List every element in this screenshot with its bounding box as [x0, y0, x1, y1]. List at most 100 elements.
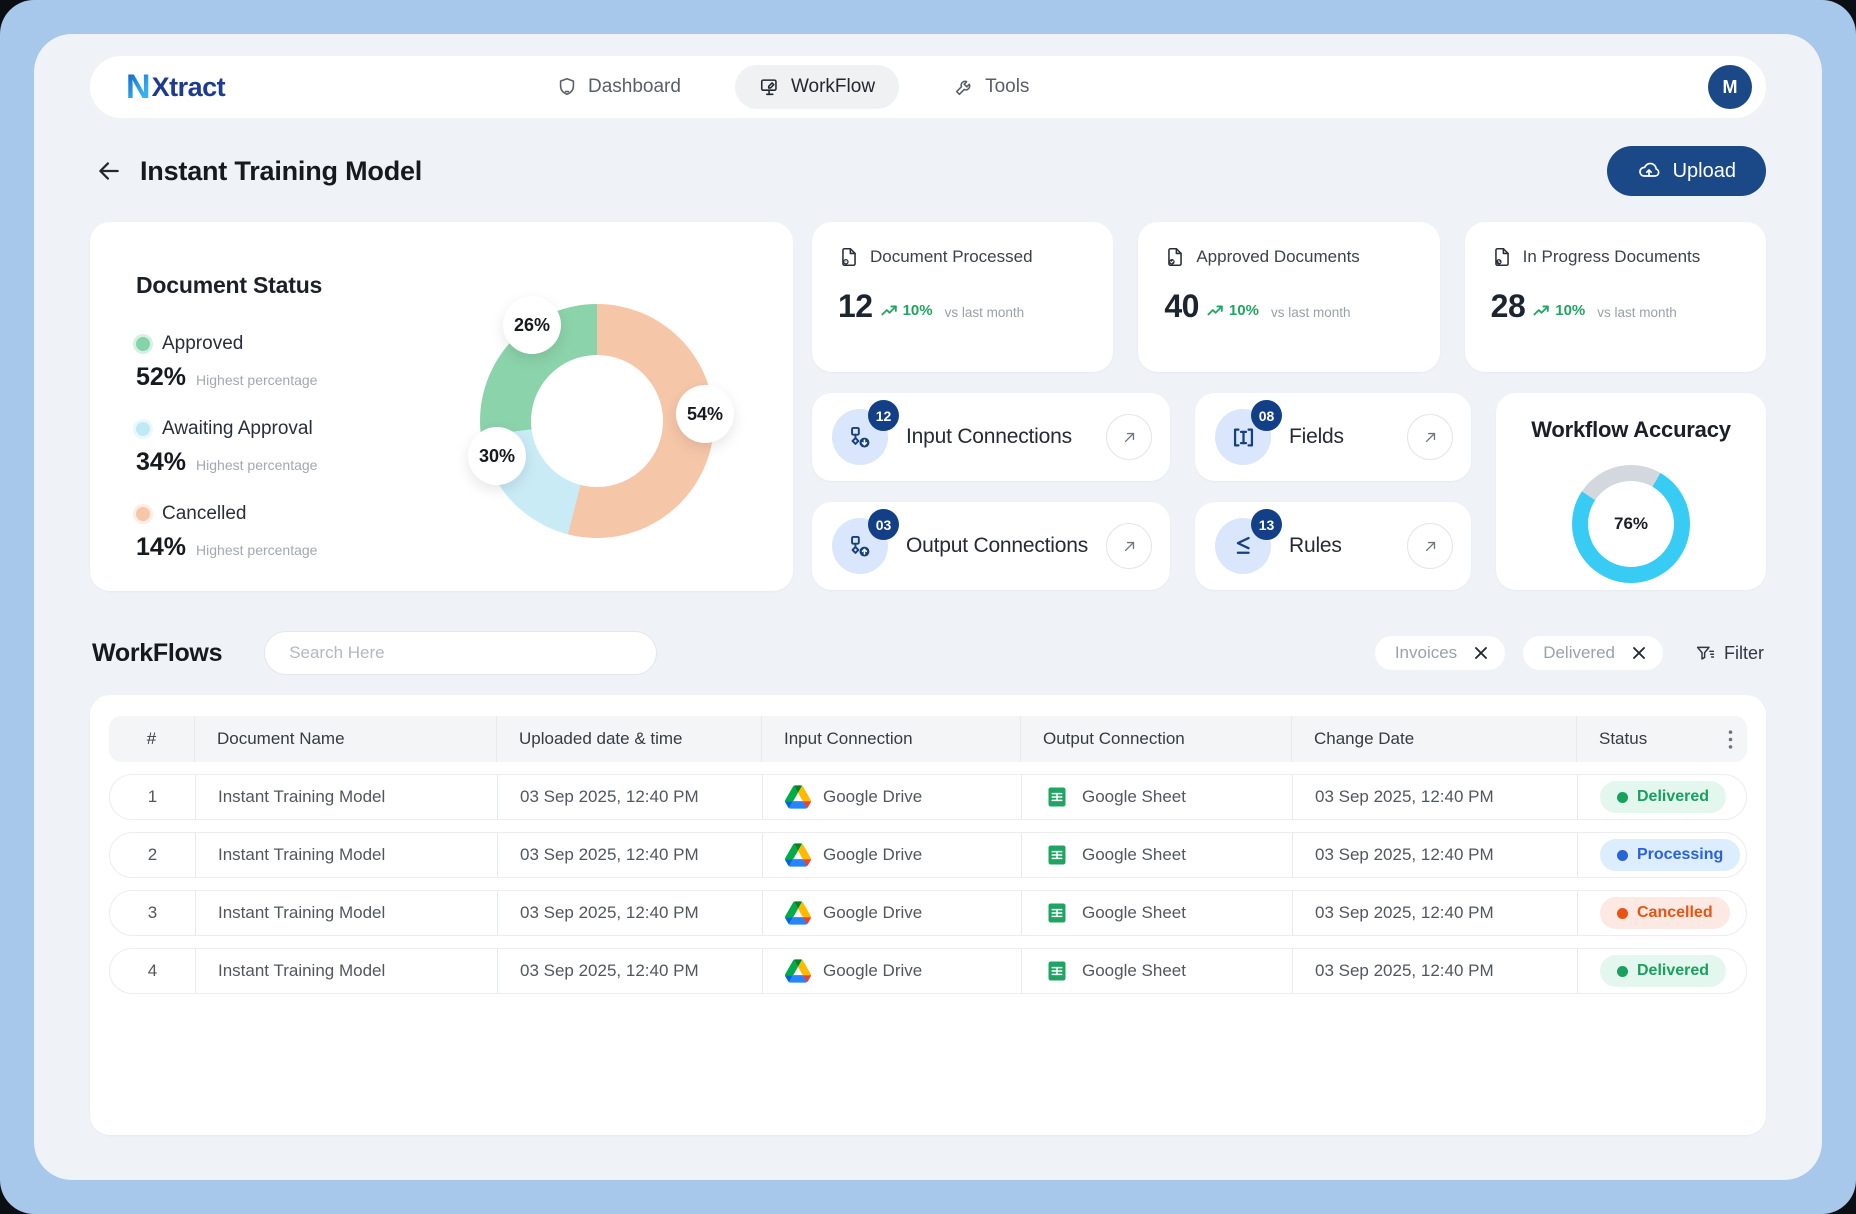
- google-sheets-icon: [1044, 901, 1070, 925]
- table-header-label: Change Date: [1314, 729, 1415, 748]
- upload-button-label: Upload: [1672, 159, 1736, 182]
- input-connection-cell: Google Drive: [762, 891, 1021, 935]
- nav-item-dashboard[interactable]: Dashboard: [546, 65, 691, 109]
- workflows-controls: WorkFlows Invoices Delivered Filter: [92, 631, 1764, 675]
- wrench-icon: [953, 76, 975, 98]
- workflow-accuracy-card: Workflow Accuracy 76%: [1496, 393, 1766, 590]
- filter-button[interactable]: Filter: [1695, 643, 1764, 664]
- stat-card-line: 12 10% vs last month: [838, 288, 1087, 325]
- uploaded-date-cell: 03 Sep 2025, 12:40 PM: [497, 949, 762, 993]
- nav-item-tools[interactable]: Tools: [943, 65, 1039, 109]
- output-connection-cell: Google Sheet: [1021, 775, 1292, 819]
- legend-value-row: 52% Highest percentage: [136, 363, 747, 392]
- stat-card: In Progress Documents 28 10% vs last month: [1464, 222, 1766, 372]
- stat-card-line: 40 10% vs last month: [1164, 288, 1413, 325]
- donut-label: 54%: [676, 385, 734, 443]
- filter-button-label: Filter: [1724, 642, 1764, 663]
- table-row[interactable]: 2 Instant Training Model 03 Sep 2025, 12:4…: [109, 832, 1747, 878]
- arrow-up-right-icon[interactable]: [1407, 414, 1453, 460]
- donut-label: 26%: [503, 296, 561, 354]
- upload-button[interactable]: Upload: [1606, 146, 1766, 196]
- arrow-up-right-icon[interactable]: [1106, 523, 1152, 569]
- main-nav: Dashboard WorkFlow Tools: [546, 65, 1039, 109]
- input-connection-cell: Google Drive: [762, 775, 1021, 819]
- legend-item-head: Approved: [136, 333, 747, 355]
- status-label: Delivered: [1637, 962, 1710, 979]
- document-name-cell: Instant Training Model: [195, 775, 497, 819]
- table-row[interactable]: 4 Instant Training Model 03 Sep 2025, 12:4…: [109, 948, 1747, 994]
- stat-trend-value: 10%: [902, 302, 933, 319]
- quick-card-icon-wrap: 08: [1215, 400, 1282, 465]
- dashboard-grid: Document Status Approved 52% Highest perce…: [90, 222, 1766, 591]
- quick-card-label: Output Connections: [906, 534, 1089, 557]
- change-date-cell: 03 Sep 2025, 12:40 PM: [1292, 891, 1577, 935]
- quick-card-fields[interactable]: 08 Fields: [1195, 393, 1471, 481]
- count-badge: 03: [868, 509, 899, 540]
- nav-item-workflow[interactable]: WorkFlow: [734, 65, 900, 109]
- output-connection-label: Google Sheet: [1082, 845, 1186, 864]
- input-connection-label: Google Drive: [823, 903, 923, 922]
- input-connection-label: Google Drive: [823, 961, 923, 980]
- table-header-label: Input Connection: [784, 729, 913, 748]
- legend-value: 52%: [136, 363, 187, 391]
- quick-card-rules[interactable]: 13 Rules: [1195, 502, 1471, 590]
- table-header-cell: Status: [1576, 716, 1747, 762]
- legend-dot: [136, 422, 150, 436]
- status-dot: [1617, 907, 1628, 919]
- table-header-cell: Change Date: [1291, 716, 1576, 762]
- cloud-upload-icon: [1637, 159, 1661, 183]
- stat-card-head: Document Processed: [838, 246, 1087, 268]
- brand-logo-mark: N: [126, 67, 151, 106]
- status-label: Processing: [1637, 846, 1724, 863]
- google-drive-icon: [785, 901, 811, 925]
- trend-up-icon: [881, 304, 899, 317]
- active-filter-chips: Invoices Delivered: [1374, 636, 1663, 670]
- stat-value: 28: [1490, 288, 1526, 324]
- page-header: Instant Training Model Upload: [94, 146, 1766, 196]
- filter-chip-delivered: Delivered: [1523, 636, 1663, 670]
- right-column: Document Processed 12 10% vs last month Appr…: [812, 222, 1766, 591]
- quick-card-output-connections[interactable]: 03 Output Connections: [812, 502, 1170, 590]
- status-cell: Delivered: [1577, 775, 1746, 819]
- google-sheets-icon: [1044, 843, 1070, 867]
- output-connection-cell: Google Sheet: [1021, 949, 1292, 993]
- legend-note: Highest percentage: [196, 457, 318, 473]
- close-icon[interactable]: [1631, 645, 1647, 661]
- arrow-up-right-icon[interactable]: [1407, 523, 1453, 569]
- legend-item: Cancelled 14% Highest percentage: [136, 503, 747, 562]
- output-connection-cell: Google Sheet: [1021, 833, 1292, 877]
- table-header-label: Output Connection: [1043, 729, 1185, 748]
- stat-trend: 10%: [881, 302, 933, 319]
- row-number-cell: 2: [147, 845, 158, 864]
- legend-item: Awaiting Approval 34% Highest percentage: [136, 418, 747, 477]
- filter-chips: Invoices Delivered Filter: [1374, 636, 1764, 670]
- table-header-row: # Document Name Uploaded date & time Input …: [109, 716, 1747, 762]
- legend-note: Highest percentage: [196, 372, 318, 388]
- workflows-title: WorkFlows: [92, 638, 223, 667]
- back-arrow-icon[interactable]: [94, 156, 124, 186]
- arrow-up-right-icon[interactable]: [1106, 414, 1152, 460]
- close-icon[interactable]: [1473, 645, 1489, 661]
- table-header-cell: Output Connection: [1020, 716, 1291, 762]
- uploaded-date-cell: 03 Sep 2025, 12:40 PM: [497, 891, 762, 935]
- document-name-cell: Instant Training Model: [195, 891, 497, 935]
- donut-ring: [480, 304, 714, 538]
- quick-card-icon-wrap: 12: [832, 400, 899, 465]
- legend-note: Highest percentage: [196, 542, 318, 558]
- table-row[interactable]: 1 Instant Training Model 03 Sep 2025, 12:4…: [109, 774, 1747, 820]
- legend-value-row: 34% Highest percentage: [136, 448, 747, 477]
- document-status-legend: Approved 52% Highest percentage Awaiting Ap…: [136, 333, 747, 562]
- quick-card-input-connections[interactable]: 12 Input Connections: [812, 393, 1170, 481]
- shield-icon: [556, 76, 578, 98]
- avatar[interactable]: M: [1708, 65, 1752, 109]
- stat-value: 40: [1164, 288, 1199, 324]
- stat-card: Approved Documents 40 10% vs last month: [1138, 222, 1440, 372]
- workflow-accuracy-title: Workflow Accuracy: [1531, 417, 1731, 442]
- status-badge: Cancelled: [1600, 897, 1730, 929]
- search-input[interactable]: [264, 631, 658, 675]
- kebab-icon[interactable]: [1728, 729, 1733, 749]
- stat-trend-value: 10%: [1555, 302, 1586, 319]
- table-row[interactable]: 3 Instant Training Model 03 Sep 2025, 12:4…: [109, 890, 1747, 936]
- stat-value: 12: [838, 288, 873, 324]
